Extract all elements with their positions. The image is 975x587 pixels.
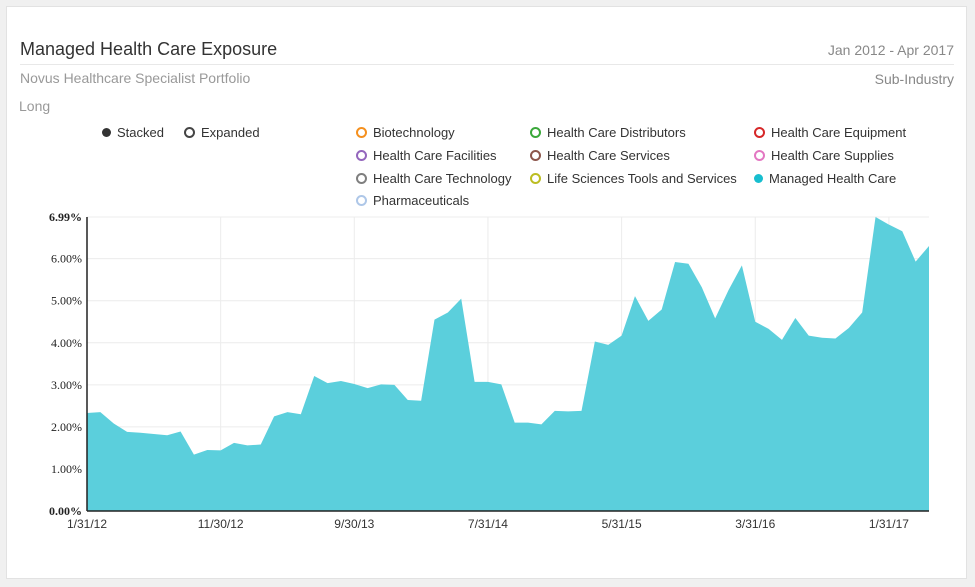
legend-item-health-care-services[interactable]: Health Care Services — [530, 148, 670, 163]
legend-marker-icon — [754, 150, 765, 161]
y-tick-label: 3.00% — [51, 378, 82, 392]
x-tick-label: 7/31/14 — [468, 517, 508, 531]
legend-marker-icon — [530, 127, 541, 138]
legend-label: Pharmaceuticals — [373, 193, 470, 208]
legend-label: Health Care Technology — [373, 171, 512, 186]
stacked-toggle[interactable]: Stacked — [102, 125, 164, 140]
chart-title: Managed Health Care Exposure — [20, 39, 278, 59]
portfolio-name: Novus Healthcare Specialist Portfolio — [20, 70, 251, 86]
legend-item-managed-health-care[interactable]: Managed Health Care — [754, 171, 896, 186]
legend-marker-icon — [356, 173, 367, 184]
radio-empty-icon — [184, 127, 195, 138]
legend-marker-icon — [356, 195, 367, 206]
chart-card: Managed Health Care Exposure Jan 2012 - … — [6, 6, 967, 579]
x-tick-label: 1/31/17 — [869, 517, 909, 531]
x-tick-label: 9/30/13 — [334, 517, 374, 531]
legend-label: Health Care Distributors — [547, 125, 686, 140]
legend-item-health-care-facilities[interactable]: Health Care Facilities — [356, 148, 497, 163]
y-tick-label: 6.00% — [51, 252, 82, 266]
legend-label: Managed Health Care — [769, 171, 897, 186]
legend-marker-icon — [530, 150, 541, 161]
legend-marker-icon — [530, 173, 541, 184]
legend-item-health-care-equipment[interactable]: Health Care Equipment — [754, 125, 906, 140]
y-tick-label: 4.00% — [51, 336, 82, 350]
y-tick-label: 0.00% — [49, 504, 82, 518]
header-divider — [20, 64, 954, 65]
breakdown-selector[interactable]: Sub-Industry — [874, 71, 954, 87]
legend-marker-icon — [356, 127, 367, 138]
y-tick-label: 1.00% — [51, 462, 82, 476]
stacked-label: Stacked — [117, 125, 164, 140]
legend-label: Life Sciences Tools and Services — [547, 171, 737, 186]
legend-item-health-care-distributors[interactable]: Health Care Distributors — [530, 125, 686, 140]
date-range[interactable]: Jan 2012 - Apr 2017 — [827, 42, 954, 58]
legend-label: Health Care Facilities — [373, 148, 497, 163]
legend-item-health-care-technology[interactable]: Health Care Technology — [356, 171, 512, 186]
area-chart: 0.00% 1.00% 2.00% 3.00% 4.00% 5.00% 6.00% 6.99%… — [49, 210, 929, 531]
radio-filled-icon — [102, 128, 111, 137]
position-side: Long — [19, 98, 51, 114]
legend-label: Health Care Services — [547, 148, 670, 163]
x-tick-label: 5/31/15 — [602, 517, 642, 531]
legend-label: Biotechnology — [373, 125, 455, 140]
legend-label: Health Care Equipment — [771, 125, 907, 140]
y-tick-label: 5.00% — [51, 294, 82, 308]
legend-item-biotechnology[interactable]: Biotechnology — [356, 125, 455, 140]
legend-item-life-sciences-tools-and-services[interactable]: Life Sciences Tools and Services — [530, 171, 737, 186]
y-tick-label: 2.00% — [51, 420, 82, 434]
series-area-managed-health-care — [87, 217, 929, 511]
legend-marker-icon — [356, 150, 367, 161]
y-tick-label: 6.99% — [49, 210, 82, 224]
expanded-toggle[interactable]: Expanded — [184, 125, 260, 140]
legend-marker-icon — [754, 127, 765, 138]
legend-marker-icon — [754, 174, 763, 183]
x-tick-label: 1/31/12 — [67, 517, 107, 531]
x-tick-label: 3/31/16 — [735, 517, 775, 531]
legend-item-pharmaceuticals[interactable]: Pharmaceuticals — [356, 193, 469, 208]
x-tick-label: 11/30/12 — [198, 517, 244, 531]
expanded-label: Expanded — [201, 125, 260, 140]
legend-label: Health Care Supplies — [771, 148, 894, 163]
legend-item-health-care-supplies[interactable]: Health Care Supplies — [754, 148, 894, 163]
